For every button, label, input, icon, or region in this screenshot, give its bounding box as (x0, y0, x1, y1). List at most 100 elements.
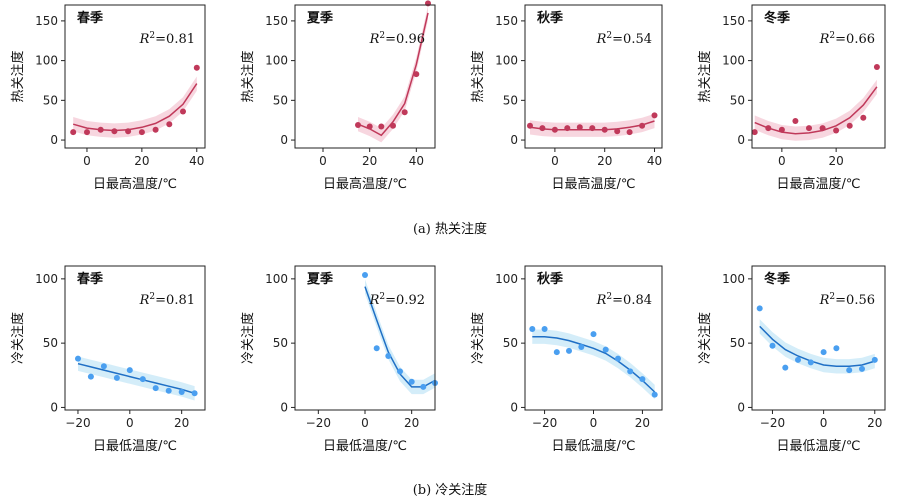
plot-frame (64, 265, 206, 411)
y-tick-label: 100 (722, 272, 745, 286)
y-axis-label: 热关注度 (10, 50, 26, 102)
y-tick-label: 50 (43, 93, 58, 107)
r-squared-value: =0.81 (155, 32, 195, 47)
data-point (651, 112, 658, 119)
r-squared-symbol: R (819, 293, 830, 308)
data-point (413, 71, 420, 78)
y-axis-label: 热关注度 (470, 50, 486, 102)
data-point (84, 129, 90, 136)
y-tick-label: 100 (495, 272, 518, 286)
y-tick-label: 0 (50, 133, 58, 147)
data-point (782, 364, 789, 371)
r-squared-exponent: 2 (606, 292, 612, 302)
data-point (527, 122, 533, 129)
season-title: 秋季 (537, 10, 563, 26)
data-point (806, 125, 812, 132)
r-squared-exponent: 2 (829, 292, 835, 302)
data-point (100, 363, 107, 370)
data-point (615, 355, 621, 362)
r-squared-value: =0.81 (155, 293, 195, 308)
x-tick-label: 0 (551, 154, 559, 168)
y-tick-label: 0 (737, 400, 745, 414)
r-squared-value: =0.84 (612, 293, 652, 308)
caption-heat: (a) 热关注度 (412, 222, 488, 237)
x-axis-label: 日最低温度/℃ (93, 438, 177, 454)
fit-line (72, 83, 198, 132)
data-point (138, 129, 145, 136)
r-squared-label: R2=0.56 (819, 292, 875, 308)
data-point (651, 391, 658, 398)
data-point (833, 127, 840, 134)
y-tick-label: 100 (265, 54, 288, 68)
y-tick-label: 50 (730, 93, 745, 107)
chart-panel-b2: −20 0 20 0 50 100 日最低温度/℃ 冷关注度 夏季 R2=0.92 (240, 265, 438, 454)
r-squared-label: R2=0.81 (139, 31, 195, 47)
fit-line (759, 325, 876, 368)
y-tick-label: 150 (35, 14, 58, 28)
r-squared-symbol: R (596, 293, 607, 308)
data-point (529, 326, 536, 332)
x-tick-label: −20 (65, 416, 90, 430)
data-point (846, 122, 853, 129)
data-point (390, 122, 396, 129)
data-point (87, 373, 94, 380)
y-axis-label: 热关注度 (240, 50, 256, 102)
r-squared-symbol: R (596, 32, 607, 47)
y-tick-label: 50 (273, 93, 288, 107)
y-tick-label: 150 (722, 14, 745, 28)
r-squared-symbol: R (819, 32, 830, 47)
plot-frame (64, 4, 206, 149)
data-point (111, 128, 118, 135)
chart-panel-b1: −20 0 20 0 50 100 日最低温度/℃ 冷关注度 春季 R2=0.81 (10, 265, 206, 454)
data-point (553, 349, 560, 356)
data-point (126, 367, 133, 374)
x-tick-label: 40 (409, 154, 424, 168)
data-point (113, 374, 120, 381)
data-point (756, 305, 763, 312)
r-squared-symbol: R (139, 32, 150, 47)
data-point (590, 331, 597, 338)
x-tick-label: −20 (306, 416, 331, 430)
data-point (602, 346, 609, 353)
y-tick-label: 100 (265, 272, 288, 286)
y-axis-label: 冷关注度 (240, 312, 256, 364)
data-point (165, 387, 172, 394)
data-point (75, 355, 81, 362)
y-tick-label: 50 (273, 336, 288, 350)
data-point (765, 125, 772, 132)
y-tick-label: 100 (35, 54, 58, 68)
confidence-band (73, 76, 197, 138)
data-point (191, 390, 198, 397)
data-point (566, 347, 572, 354)
data-point (539, 125, 546, 132)
chart-panel-a3: 0 20 40 0 50 100 150 日最高温度/℃ 热关注度 秋季 R2=0.54 (470, 4, 663, 192)
data-point (125, 128, 132, 135)
season-title: 春季 (76, 271, 103, 287)
y-tick-label: 150 (265, 14, 288, 28)
data-point (820, 349, 827, 356)
season-title: 夏季 (306, 10, 333, 26)
data-point (97, 126, 104, 133)
r-squared-symbol: R (139, 293, 150, 308)
data-point (152, 385, 159, 392)
x-tick-label: 20 (829, 154, 844, 168)
x-axis-label: 日最高温度/℃ (93, 176, 177, 192)
data-point (551, 126, 558, 133)
x-tick-label: 20 (867, 416, 882, 430)
season-title: 夏季 (306, 271, 333, 287)
r-squared-label: R2=0.66 (819, 31, 875, 47)
season-title: 秋季 (537, 271, 563, 287)
x-axis-label: 日最低温度/℃ (552, 438, 636, 454)
x-tick-label: 20 (404, 416, 419, 430)
r-squared-label: R2=0.92 (369, 292, 425, 308)
season-title: 冬季 (764, 271, 790, 287)
chart-panel-a1: 0 20 40 0 50 100 150 日最高温度/℃ 热关注度 春季 R2=0.81 (10, 4, 206, 192)
data-point (152, 126, 159, 133)
data-point (397, 368, 403, 375)
data-point (401, 109, 408, 116)
x-axis-label: 日最高温度/℃ (323, 176, 407, 192)
y-tick-label: 0 (280, 133, 288, 147)
r-squared-label: R2=0.96 (369, 31, 425, 47)
y-axis-label: 冷关注度 (470, 312, 486, 364)
r-squared-symbol: R (369, 32, 380, 47)
